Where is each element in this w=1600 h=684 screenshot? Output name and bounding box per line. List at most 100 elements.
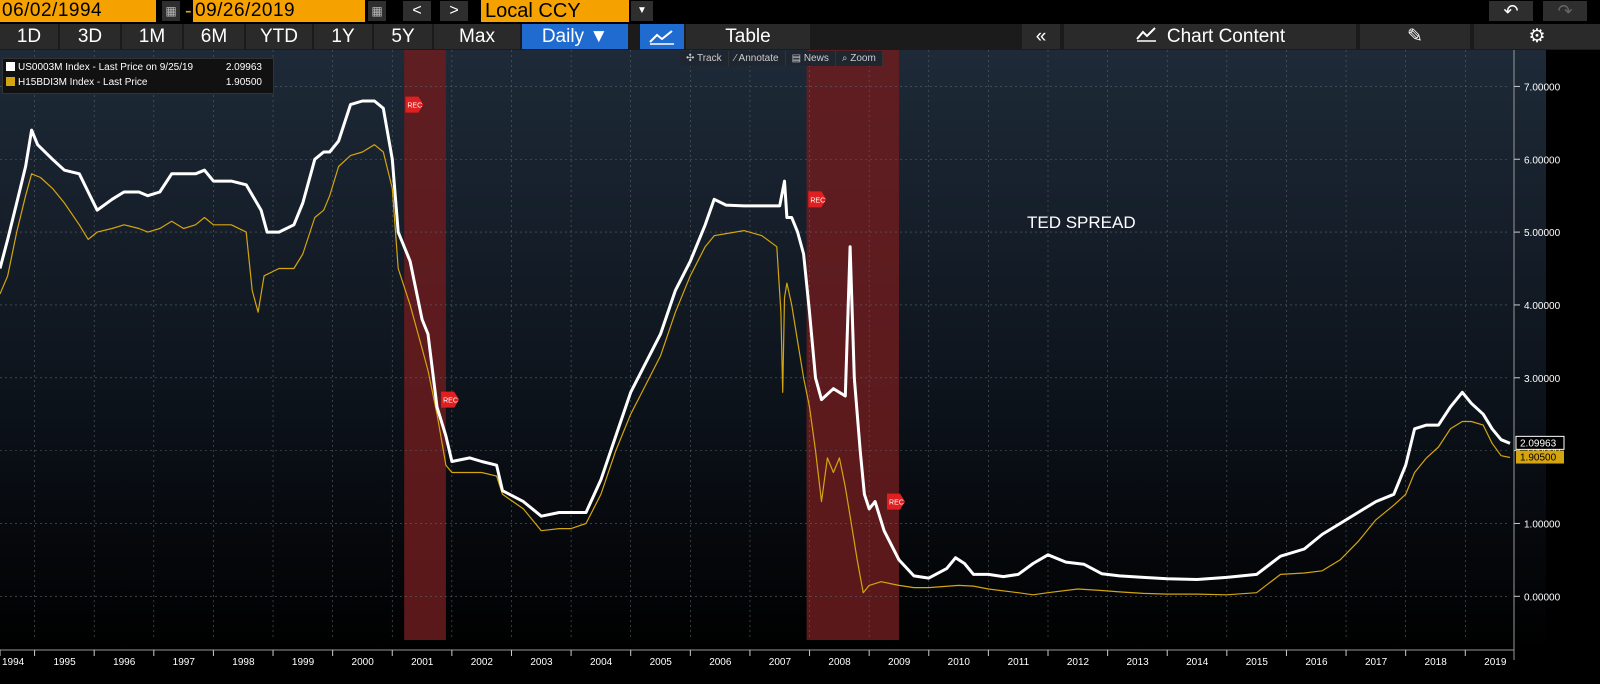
date-separator: - bbox=[185, 0, 192, 22]
series-line bbox=[0, 99, 1511, 581]
currency-select[interactable]: Local CCY bbox=[481, 0, 629, 22]
recession-marker-label: REC bbox=[810, 197, 825, 204]
start-date-field[interactable]: 06/02/1994 bbox=[0, 0, 156, 22]
series-lines bbox=[0, 99, 1511, 596]
x-tick-label: 2010 bbox=[948, 657, 971, 668]
x-tick-label: 2015 bbox=[1246, 657, 1269, 668]
y-tick-label: 3.00000 bbox=[1524, 374, 1561, 385]
legend-value: 1.90500 bbox=[225, 77, 262, 88]
chart-content-button[interactable]: Chart Content bbox=[1064, 24, 1356, 49]
chevron-down-icon[interactable]: ▼ bbox=[631, 1, 653, 21]
x-tick-label: 2006 bbox=[709, 657, 732, 668]
y-tick-label: 4.00000 bbox=[1524, 301, 1561, 312]
last-value-label: 2.09963 bbox=[1520, 438, 1557, 449]
x-tick-label: 2012 bbox=[1067, 657, 1090, 668]
x-tick-label: 2009 bbox=[888, 657, 911, 668]
calendar-icon[interactable]: ▦ bbox=[368, 1, 386, 21]
x-tick-label: 1999 bbox=[292, 657, 315, 668]
prev-period-button[interactable]: < bbox=[403, 1, 431, 21]
x-tick-label: 2013 bbox=[1126, 657, 1149, 668]
x-tick-label: 2001 bbox=[411, 657, 434, 668]
recession-marker-shape bbox=[887, 493, 906, 510]
plot-background bbox=[0, 50, 1546, 650]
x-tick-label: 1996 bbox=[113, 657, 136, 668]
recession-marker-shape bbox=[405, 96, 424, 113]
x-axis: 1994 1995 1996 1997 1998 1999 2000 2001 2002 2003… bbox=[0, 649, 1514, 668]
recession-marker: REC bbox=[405, 96, 424, 113]
range-6m-button[interactable]: 6M bbox=[184, 24, 244, 49]
recession-marker: REC bbox=[441, 391, 460, 408]
recession-marker-shape bbox=[808, 191, 827, 208]
gear-icon[interactable]: ⚙ bbox=[1474, 24, 1600, 49]
y-tick-label: 1.00000 bbox=[1524, 519, 1561, 530]
x-tick-label: 2018 bbox=[1425, 657, 1448, 668]
last-value-box bbox=[1515, 435, 1565, 450]
chart-tools-bar: ✣ Track ⁄ Annotate ▤ News ⌕ Zoom bbox=[680, 51, 883, 66]
range-1y-button[interactable]: 1Y bbox=[314, 24, 372, 49]
x-tick-label: 2007 bbox=[769, 657, 792, 668]
annotate-tool[interactable]: ⁄ Annotate bbox=[729, 51, 786, 66]
last-value-label: 1.90500 bbox=[1520, 453, 1557, 464]
x-tick-label: 1998 bbox=[232, 657, 255, 668]
next-period-button[interactable]: > bbox=[440, 1, 468, 21]
end-date-field[interactable]: 09/26/2019 bbox=[193, 0, 365, 22]
chart-legend: US0003M Index - Last Price on 9/25/19 2.… bbox=[2, 58, 274, 94]
x-tick-label: 2004 bbox=[590, 657, 613, 668]
x-tick-label: 2002 bbox=[471, 657, 494, 668]
y-tick-label: 7.00000 bbox=[1524, 82, 1561, 93]
range-5y-button[interactable]: 5Y bbox=[374, 24, 432, 49]
range-ytd-button[interactable]: YTD bbox=[246, 24, 312, 49]
recession-marker-label: REC bbox=[443, 398, 458, 405]
recession-markers: REC REC REC REC bbox=[405, 96, 906, 510]
chart-content-label: Chart Content bbox=[1166, 26, 1286, 47]
x-tick-label: 2016 bbox=[1305, 657, 1328, 668]
legend-swatch bbox=[6, 62, 15, 71]
y-tick-label: 5.00000 bbox=[1524, 228, 1561, 239]
chart-annotation: TED SPREAD bbox=[1027, 213, 1136, 232]
recession-marker: REC bbox=[808, 191, 827, 208]
track-tool[interactable]: ✣ Track bbox=[680, 51, 729, 66]
last-value-labels: 2.09963 1.90500 bbox=[1515, 435, 1565, 464]
collapse-panel-button[interactable]: « bbox=[1022, 24, 1060, 49]
recession-marker-shape bbox=[441, 391, 460, 408]
legend-label: H15BDI3M Index - Last Price bbox=[18, 77, 148, 88]
range-1d-button[interactable]: 1D bbox=[0, 24, 58, 49]
legend-value: 2.09963 bbox=[225, 62, 262, 73]
table-button[interactable]: Table bbox=[686, 24, 810, 49]
x-tick-label: 2014 bbox=[1186, 657, 1209, 668]
recession-marker: REC bbox=[887, 493, 906, 510]
line-chart-icon[interactable] bbox=[640, 24, 684, 49]
undo-button[interactable]: ↶ bbox=[1489, 1, 1533, 21]
x-tick-label: 1997 bbox=[173, 657, 196, 668]
frequency-select[interactable]: Daily ▼ bbox=[522, 24, 628, 49]
zoom-tool[interactable]: ⌕ Zoom bbox=[836, 51, 883, 66]
x-tick-label: 2000 bbox=[352, 657, 375, 668]
x-tick-label: 2005 bbox=[650, 657, 673, 668]
grid-lines bbox=[0, 50, 1510, 640]
redo-button[interactable]: ↷ bbox=[1543, 1, 1587, 21]
x-tick-label: 2019 bbox=[1484, 657, 1507, 668]
top-toolbar: 06/02/1994 ▦ - 09/26/2019 ▦ < > Local CC… bbox=[0, 0, 1600, 24]
range-1m-button[interactable]: 1M bbox=[122, 24, 182, 49]
legend-entry-us0003m[interactable]: US0003M Index - Last Price on 9/25/19 2.… bbox=[6, 61, 268, 75]
x-tick-label: 2008 bbox=[828, 657, 851, 668]
legend-entry-h15bdi3m[interactable]: H15BDI3M Index - Last Price 1.90500 bbox=[6, 76, 268, 90]
recession-marker-label: REC bbox=[889, 500, 904, 507]
range-3d-button[interactable]: 3D bbox=[60, 24, 120, 49]
range-max-button[interactable]: Max bbox=[434, 24, 520, 49]
y-tick-label: 6.00000 bbox=[1524, 155, 1561, 166]
x-tick-label: 1995 bbox=[53, 657, 76, 668]
x-tick-label: 2011 bbox=[1008, 657, 1030, 668]
calendar-icon[interactable]: ▦ bbox=[162, 1, 180, 21]
y-tick-label: 0.00000 bbox=[1524, 592, 1561, 603]
edit-icon[interactable]: ✎ bbox=[1360, 24, 1470, 49]
x-tick-label: 2003 bbox=[530, 657, 553, 668]
legend-label: US0003M Index - Last Price on 9/25/19 bbox=[18, 62, 194, 73]
range-toolbar: 1D 3D 1M 6M YTD 1Y 5Y Max Daily ▼ Table … bbox=[0, 24, 1600, 50]
news-tool[interactable]: ▤ News bbox=[786, 51, 836, 66]
x-tick-label: 2017 bbox=[1365, 657, 1388, 668]
legend-swatch bbox=[6, 77, 15, 86]
last-value-box bbox=[1516, 450, 1564, 464]
recession-marker-label: REC bbox=[407, 103, 422, 110]
